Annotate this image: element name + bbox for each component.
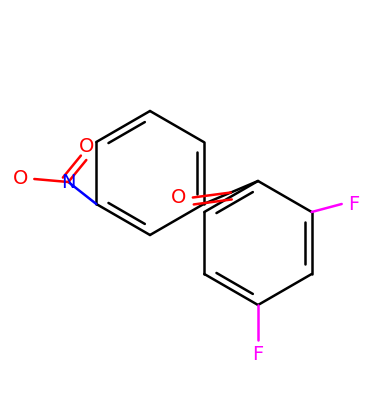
Text: N: N: [61, 172, 76, 191]
Text: O: O: [171, 188, 187, 207]
Text: O: O: [13, 170, 28, 189]
Text: F: F: [252, 345, 264, 363]
Text: O: O: [79, 137, 94, 156]
Text: F: F: [348, 195, 359, 213]
